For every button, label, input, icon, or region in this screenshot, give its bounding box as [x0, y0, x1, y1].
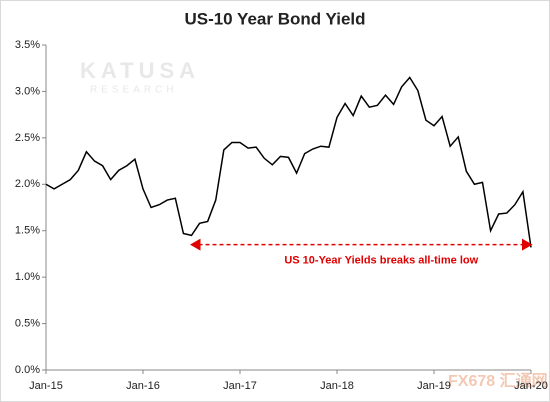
x-tick-label: Jan-18: [320, 380, 354, 392]
watermark: KATUSA: [80, 58, 200, 83]
x-tick-label: Jan-20: [514, 380, 548, 392]
y-tick-label: 1.5%: [15, 225, 40, 237]
y-tick-label: 1.0%: [15, 271, 40, 283]
y-tick-label: 0.0%: [15, 364, 40, 376]
y-tick-label: 3.5%: [15, 39, 40, 51]
annotation-text: US 10-Year Yields breaks all-time low: [284, 255, 478, 267]
chart-title: US-10 Year Bond Yield: [184, 9, 365, 28]
x-tick-label: Jan-19: [417, 380, 451, 392]
y-tick-label: 2.5%: [15, 132, 40, 144]
x-tick-label: Jan-16: [126, 380, 160, 392]
y-tick-label: 0.5%: [15, 317, 40, 329]
watermark: RESEARCH: [90, 85, 178, 96]
y-tick-label: 2.0%: [15, 178, 40, 190]
y-tick-label: 3.0%: [15, 85, 40, 97]
line-series: [45, 76, 532, 248]
watermark: FX678 汇通网: [448, 372, 548, 390]
x-tick-label: Jan-17: [223, 380, 257, 392]
x-tick-label: Jan-15: [29, 380, 63, 392]
